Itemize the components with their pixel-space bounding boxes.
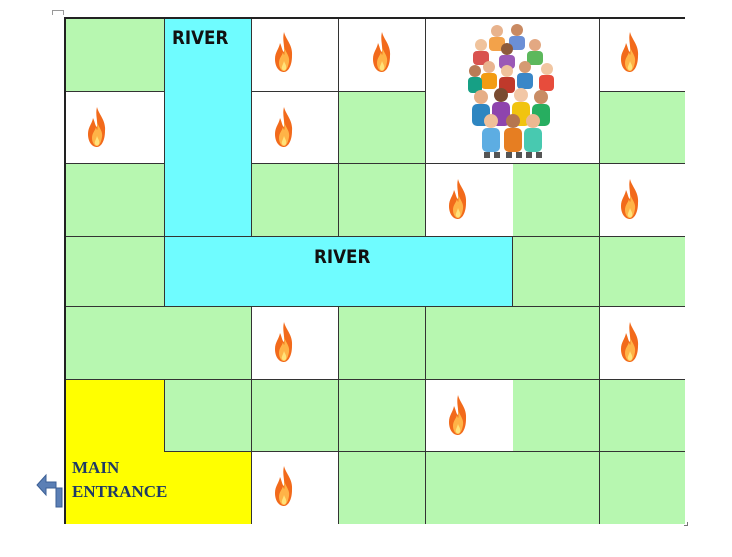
grid-cell xyxy=(513,164,600,237)
river-cell xyxy=(165,237,513,307)
fire-icon xyxy=(275,322,293,362)
grid-cell xyxy=(252,380,339,452)
grid-cell xyxy=(426,380,513,452)
river-label-top: RIVER xyxy=(172,27,229,49)
grid-cell xyxy=(66,237,165,307)
grid-cell xyxy=(513,380,600,452)
turn-left-arrow-icon xyxy=(36,473,63,508)
grid-cell xyxy=(600,237,685,307)
grid-cell xyxy=(426,307,600,380)
grid-cell xyxy=(66,307,252,380)
grid-cell xyxy=(339,92,426,164)
river-cell xyxy=(165,92,252,164)
grid-cell xyxy=(600,452,685,524)
fire-icon xyxy=(275,32,293,72)
fire-icon xyxy=(621,322,639,362)
grid-cell xyxy=(252,92,339,164)
fire-icon xyxy=(449,179,467,219)
grid-cell xyxy=(252,164,339,237)
grid-cell xyxy=(66,92,165,164)
grid-cell xyxy=(165,380,252,452)
grid-cell xyxy=(600,92,685,164)
crop-mark xyxy=(684,522,688,526)
grid-cell xyxy=(252,452,339,524)
crop-mark xyxy=(52,10,64,15)
grid-cell xyxy=(66,164,165,237)
grid-cell xyxy=(426,452,600,524)
entrance-cell xyxy=(66,380,165,452)
grid-cell xyxy=(339,307,426,380)
river-cell xyxy=(165,19,252,92)
grid-cell xyxy=(426,164,513,237)
grid-cell xyxy=(339,380,426,452)
grid-cell xyxy=(513,237,600,307)
grid-cell xyxy=(339,452,426,524)
river-cell xyxy=(165,164,252,237)
fire-icon xyxy=(373,32,391,72)
river-label-middle: RIVER xyxy=(314,246,371,268)
main-entrance-label: MAIN ENTRANCE xyxy=(72,456,167,504)
main-entrance-line1: MAIN xyxy=(72,458,120,477)
grid-cell xyxy=(252,19,339,92)
grid-cell xyxy=(66,19,165,92)
fire-icon xyxy=(449,395,467,435)
grid-cell xyxy=(600,164,685,237)
crowd-icon xyxy=(468,24,554,158)
grid-cell xyxy=(252,307,339,380)
fire-icon xyxy=(275,107,293,147)
evacuation-map: RIVER RIVER xyxy=(64,17,685,524)
fire-icon xyxy=(275,466,293,506)
grid-cell xyxy=(339,164,426,237)
fire-icon xyxy=(621,179,639,219)
fire-icon xyxy=(621,32,639,72)
grid-cell xyxy=(600,19,685,92)
entrance-cell xyxy=(66,452,252,524)
main-entrance-line2: ENTRANCE xyxy=(72,482,168,501)
fire-icon xyxy=(88,107,106,147)
grid-cell xyxy=(600,380,685,452)
grid-cell xyxy=(600,307,685,380)
